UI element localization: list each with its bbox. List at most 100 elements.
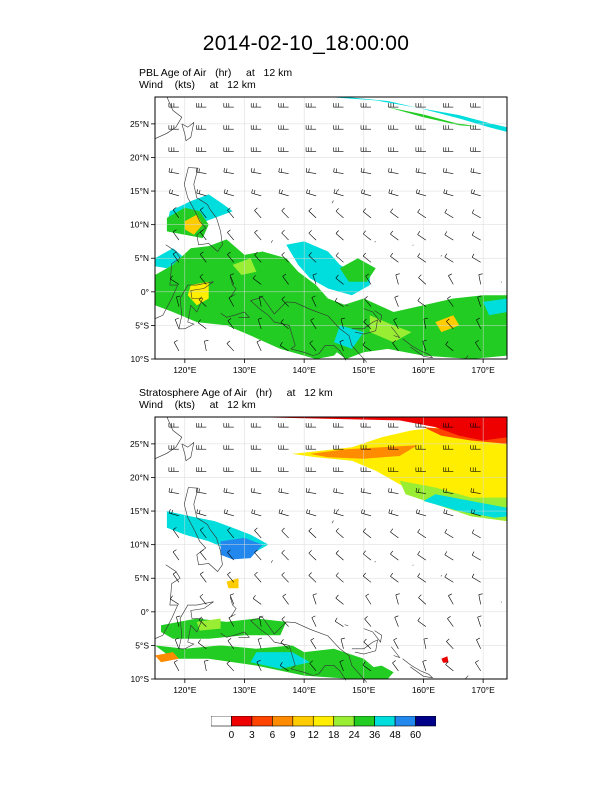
wind-barb-flag xyxy=(473,509,475,514)
wind-barb xyxy=(444,256,454,263)
wind-barb-flag xyxy=(253,189,256,194)
wind-barb-flag xyxy=(305,488,308,493)
colorbar-swatch xyxy=(292,716,314,727)
wind-barb-flag xyxy=(306,189,308,194)
lon-tick-label: 130°E xyxy=(233,365,257,375)
wind-barb xyxy=(199,551,207,561)
colorbar xyxy=(211,716,436,727)
wind-barb xyxy=(280,642,289,650)
wind-barb-flag xyxy=(477,615,482,618)
wind-barb-flag xyxy=(306,509,308,514)
wind-barb xyxy=(174,319,180,329)
wind-barb-flag xyxy=(196,168,198,173)
lat-tick-label: 10°S xyxy=(130,354,149,364)
wind-barb-flag xyxy=(227,571,231,575)
wind-barb xyxy=(393,319,399,329)
wind-barb-flag xyxy=(226,660,231,664)
wind-barb-flag xyxy=(229,593,234,596)
wind-barb-flag xyxy=(445,488,447,493)
wind-barb xyxy=(176,616,180,627)
wind-barb-flag xyxy=(395,593,400,596)
wind-barb xyxy=(198,642,207,650)
wind-barb-flag xyxy=(308,230,312,234)
wind-barb xyxy=(390,256,399,263)
pbl-yellow-southeast xyxy=(435,315,460,333)
wind-barb xyxy=(333,491,344,494)
map-frame xyxy=(154,416,508,680)
wind-barb-flag xyxy=(470,189,473,194)
wind-barb-flag xyxy=(312,593,317,596)
wind-barb xyxy=(333,171,344,174)
wind-barb-flag xyxy=(418,594,422,598)
coastline xyxy=(183,167,223,252)
wind-barb-flag xyxy=(308,527,312,532)
wind-barb-flag xyxy=(170,595,173,600)
strat-map-panel: 120°E 130°E 140°E 150°E 160°E 170°E 25°N 20°N 15… xyxy=(130,416,508,695)
wind-barb xyxy=(259,296,262,307)
colorbar-swatch xyxy=(374,716,396,727)
wind-barb xyxy=(306,512,317,517)
wind-barb-flag xyxy=(278,189,281,194)
lat-tick-label: 15°N xyxy=(130,506,149,516)
coastline xyxy=(229,276,237,297)
wind-barb-flag xyxy=(197,319,201,323)
wind-barb-flag xyxy=(392,340,396,344)
wind-barb xyxy=(169,512,179,517)
wind-barb xyxy=(306,171,317,174)
coastline xyxy=(351,639,378,655)
wind-barb-flag xyxy=(281,252,285,256)
wind-barb-flag xyxy=(280,319,284,323)
wind-barb xyxy=(282,276,289,285)
wind-barb-flag xyxy=(279,662,283,666)
wind-barb xyxy=(172,209,180,219)
wind-barb xyxy=(172,573,180,583)
wind-barb xyxy=(334,300,344,307)
wind-barb-flag xyxy=(335,488,337,493)
wind-barb-flag xyxy=(390,208,394,213)
wind-barb xyxy=(477,617,481,627)
wind-barb-flag xyxy=(171,189,173,194)
wind-barb-flag xyxy=(418,189,420,194)
wind-barb-flag xyxy=(279,342,283,346)
wind-barb-flag xyxy=(335,572,339,576)
coastline xyxy=(440,255,443,257)
lat-tick-label: 25°N xyxy=(130,119,149,129)
lat-tick-label: 5°N xyxy=(135,253,149,263)
wind-barb-flag xyxy=(471,551,475,556)
lat-tick-label: 0° xyxy=(141,607,149,617)
wind-barb-flag xyxy=(415,168,417,173)
coastline xyxy=(178,281,214,330)
wind-barb xyxy=(227,320,235,329)
wind-barb-flag xyxy=(476,317,481,321)
pbl-green-east-blob xyxy=(339,258,376,282)
wind-barb xyxy=(254,574,262,583)
wind-barb xyxy=(199,529,207,539)
wind-barb-flag xyxy=(418,509,420,514)
wind-barb-flag xyxy=(204,340,209,342)
map-layers xyxy=(154,416,507,683)
wind-barb xyxy=(335,277,344,285)
wind-barbs xyxy=(168,423,483,672)
wind-barb xyxy=(228,617,235,627)
wind-barb xyxy=(254,254,262,263)
wind-barb xyxy=(447,298,454,307)
wind-barb xyxy=(476,319,481,329)
wind-barb xyxy=(445,344,454,352)
coastline xyxy=(344,304,349,307)
wind-barb-flag xyxy=(229,273,234,276)
wind-barb xyxy=(362,344,372,352)
colorbar-label: 3 xyxy=(249,730,255,741)
wind-barb xyxy=(447,618,454,627)
coastline xyxy=(154,96,183,139)
wind-barb-flag xyxy=(361,509,363,514)
wind-barb xyxy=(227,574,235,583)
panel1-wind-title: Wind (kts) at 12 km xyxy=(139,79,256,91)
wind-barb-flag xyxy=(422,659,427,662)
wind-barb xyxy=(470,491,481,494)
wind-barb xyxy=(311,297,317,307)
coastline xyxy=(250,616,368,683)
wind-barb-flag xyxy=(168,168,170,173)
wind-barb-flag xyxy=(443,168,445,173)
wind-barb-flag xyxy=(227,318,232,321)
wind-barb xyxy=(251,491,262,494)
